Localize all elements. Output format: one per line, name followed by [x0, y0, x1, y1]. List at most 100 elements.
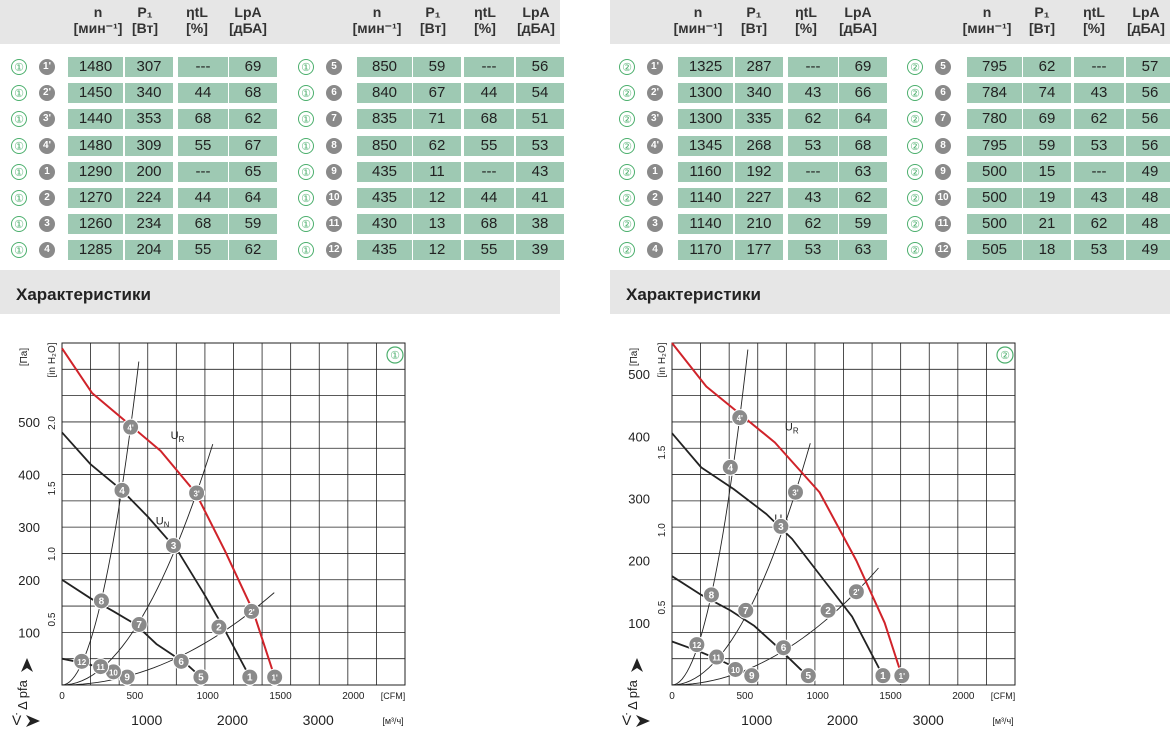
- y-tick-label: 400: [628, 429, 650, 444]
- cell-lpa: 62: [839, 188, 887, 208]
- cell-p1: 69: [1023, 109, 1071, 130]
- y-axis-label: Δ pfa: [15, 679, 30, 709]
- operating-point: [786, 483, 804, 501]
- cell-eta: ---: [178, 57, 228, 77]
- operating-point: [774, 639, 792, 657]
- cell-n: 1285: [68, 240, 123, 261]
- cell-n: 835: [357, 109, 412, 130]
- cell-n: 795: [967, 135, 1022, 156]
- operating-point-badge: 3: [39, 216, 55, 233]
- operating-point-badge: 12: [935, 242, 951, 259]
- cell-eta: 43: [1074, 188, 1124, 208]
- curve-id-badge: ②: [619, 111, 635, 128]
- curve-id-badge: ②: [619, 190, 635, 206]
- cell-lpa: 43: [516, 161, 564, 182]
- cell-p1: 18: [1023, 240, 1071, 261]
- operating-point-badge: 4: [39, 242, 55, 259]
- operating-point: [241, 668, 259, 686]
- operating-point-label: 2: [825, 606, 831, 617]
- col-header-lpa: LpA [дБА]: [839, 4, 877, 36]
- col-header-lpa: LpA [дБА]: [229, 4, 267, 36]
- operating-point-badge: 2: [647, 190, 663, 206]
- operating-point-label: 10: [109, 668, 118, 677]
- col-header-lpa: LpA [дБА]: [517, 4, 555, 36]
- cell-n: 1260: [68, 214, 123, 235]
- x2-tick-label: 1500: [269, 691, 292, 702]
- operating-point: [73, 652, 91, 670]
- x2-tick-label: 1000: [807, 691, 830, 702]
- cell-lpa: 67: [229, 135, 277, 156]
- operating-point-label: 3': [193, 489, 199, 498]
- operating-point: [188, 484, 206, 502]
- table-row: ② 8 795 59 53 56: [610, 135, 1170, 156]
- cell-lpa: 56: [1126, 135, 1170, 156]
- cell-p1: 340: [125, 83, 173, 104]
- cell-p1: 309: [125, 135, 173, 156]
- y-unit-label: [Па]: [19, 348, 30, 367]
- curve-id-badge: ②: [619, 137, 635, 154]
- cell-p1: 268: [735, 135, 783, 156]
- cell-p1: 74: [1023, 83, 1071, 104]
- cell-eta: 44: [178, 188, 228, 208]
- operating-point-badge: 3': [647, 111, 663, 128]
- cell-lpa: 56: [516, 57, 564, 77]
- cell-lpa: 69: [229, 57, 277, 77]
- table-row: ① 2 1270 224 44 64: [0, 188, 560, 208]
- cell-p1: 335: [735, 109, 783, 130]
- operating-point: [688, 636, 706, 654]
- operating-point-label: 3: [778, 522, 784, 533]
- y-tick-label: 200: [18, 573, 40, 588]
- cell-lpa: 66: [839, 83, 887, 104]
- cell-lpa: 53: [516, 135, 564, 156]
- x-tick-label: 3000: [913, 712, 944, 728]
- cell-eta: 68: [178, 214, 228, 235]
- curve-id-badge: ①: [298, 85, 314, 102]
- curve-id-badge: ②: [619, 216, 635, 233]
- system-curve: [671, 443, 811, 686]
- col-header-eta: ηtL [%]: [1083, 4, 1105, 36]
- y-tick-label: 300: [628, 491, 650, 506]
- cell-eta: 44: [178, 83, 228, 104]
- curve-id-badge: ①: [298, 137, 314, 154]
- cell-n: 1345: [678, 135, 733, 156]
- curve-id-badge: ①: [298, 190, 314, 206]
- curve-id-badge: ②: [907, 242, 923, 259]
- operating-point-badge: 1': [39, 59, 55, 75]
- operating-point-badge: 6: [326, 85, 342, 102]
- col-header-eta: ηtL [%]: [474, 4, 496, 36]
- col-header-eta: ηtL [%]: [186, 4, 208, 36]
- cell-lpa: 57: [1126, 57, 1170, 77]
- operating-point: [731, 409, 749, 427]
- curve-id-badge: ①: [298, 216, 314, 233]
- curve-id-badge: ①: [11, 59, 27, 75]
- operating-point-badge: 8: [326, 137, 342, 154]
- operating-point-label: 12: [692, 641, 701, 650]
- operating-point: [874, 667, 892, 685]
- cell-n: 1480: [68, 57, 123, 77]
- curve-id-badge: ②: [619, 59, 635, 75]
- cell-p1: 192: [735, 161, 783, 182]
- table-row: ① 3' 1440 353 68 62: [0, 109, 560, 130]
- operating-point-label: 3: [171, 541, 177, 552]
- cell-p1: 227: [735, 188, 783, 208]
- cell-lpa: 39: [516, 240, 564, 261]
- col-header-p1: P₁ [Вт]: [740, 4, 768, 36]
- col-header-n: n [мин⁻¹]: [73, 4, 123, 36]
- operating-point-badge: 9: [935, 163, 951, 180]
- table-row: ② 1' 1325 287 --- 69: [610, 57, 1170, 77]
- operating-point-badge: 2': [39, 85, 55, 102]
- y-tick-label: 300: [18, 520, 40, 535]
- operating-point-label: 9: [749, 671, 755, 682]
- curve-id-badge: ②: [907, 111, 923, 128]
- cell-n: 430: [357, 214, 412, 235]
- curve-id-badge: ①: [11, 137, 27, 154]
- x2-tick-label: 1500: [879, 691, 902, 702]
- curve-id-badge: ②: [907, 85, 923, 102]
- table-row: ② 12 505 18 53 49: [610, 240, 1170, 261]
- operating-point-label: 1': [899, 672, 905, 681]
- cell-lpa: 54: [516, 83, 564, 104]
- cell-n: 1170: [678, 240, 733, 261]
- curve-id-badge: ①: [11, 163, 27, 180]
- cell-eta: ---: [464, 161, 514, 182]
